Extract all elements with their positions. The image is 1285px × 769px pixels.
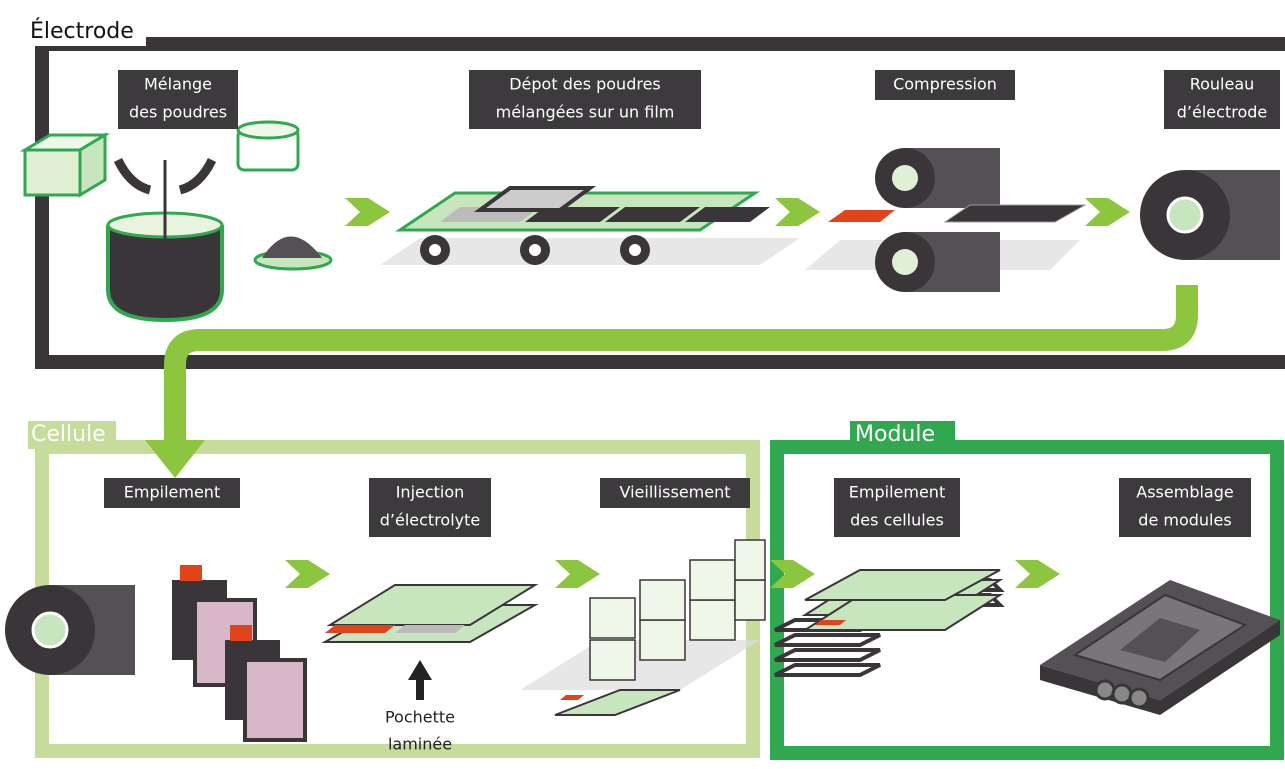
- step-label: Assemblage: [1136, 483, 1233, 502]
- step-label: d’électrolyte: [380, 511, 481, 530]
- step-label-box: [875, 70, 1015, 100]
- electrode-frame: [35, 37, 1285, 369]
- step-label: Dépot des poudres: [509, 75, 661, 94]
- cell-stack-illustration: [774, 569, 1005, 677]
- step-label-box: [118, 70, 238, 129]
- compression-illustration: [805, 148, 1087, 292]
- module-frame: [770, 440, 1284, 760]
- step-label-box: [369, 478, 491, 537]
- step-label: Empilement: [124, 483, 220, 502]
- step-label: Rouleau: [1190, 75, 1255, 94]
- mixing-illustration: [19, 120, 333, 323]
- module-illustration: [1040, 580, 1280, 715]
- step-label: des poudres: [129, 103, 227, 122]
- section-title: Cellule: [31, 422, 106, 447]
- step-label-box: [1119, 478, 1251, 537]
- electrode-roll: [1140, 170, 1280, 260]
- module-tag: [850, 421, 955, 449]
- electrode-tag: [28, 18, 146, 46]
- step-label: Empilement: [849, 483, 945, 502]
- stacking-illustration: [5, 565, 307, 742]
- step-label-box: [1164, 70, 1280, 129]
- step-label: de modules: [1138, 511, 1231, 530]
- cellule-tag: [28, 421, 116, 449]
- step-label: Vieillissement: [619, 483, 730, 502]
- step-label: des cellules: [850, 511, 944, 530]
- step-label: d’électrode: [1177, 103, 1267, 122]
- step-label: Injection: [396, 483, 465, 502]
- step-label: Mélange: [144, 75, 212, 94]
- step-label-box: [600, 478, 750, 508]
- deposit-illustration: [380, 186, 800, 265]
- chevrons: [285, 198, 1130, 588]
- annotation: Pochette: [385, 708, 455, 727]
- connector-head: [145, 440, 205, 478]
- step-label-box: [469, 70, 701, 129]
- aging-illustration: [520, 539, 766, 716]
- section-title: Module: [855, 422, 935, 447]
- step-label: Compression: [893, 75, 997, 94]
- annotation: laminée: [388, 735, 452, 754]
- step-label-box: [104, 478, 240, 508]
- step-label: mélangées sur un film: [496, 103, 675, 122]
- injection-illustration: [321, 584, 539, 700]
- step-label-box: [834, 478, 960, 537]
- section-title: Électrode: [30, 18, 134, 44]
- connector-arrow: [164, 285, 1198, 448]
